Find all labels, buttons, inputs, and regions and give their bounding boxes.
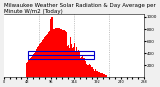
Bar [44, 37, 45, 77]
Bar [77, 51, 78, 77]
Bar [49, 31, 50, 77]
Bar [55, 28, 56, 77]
Bar [52, 17, 53, 77]
Bar [27, 62, 28, 77]
Bar [99, 72, 100, 77]
Bar [42, 40, 43, 77]
Bar [28, 51, 94, 59]
Bar [33, 54, 34, 77]
Bar [96, 71, 97, 77]
Bar [79, 51, 80, 77]
Bar [46, 35, 47, 77]
Bar [59, 28, 60, 77]
Bar [81, 57, 82, 77]
Bar [66, 32, 67, 77]
Bar [69, 48, 70, 77]
Bar [36, 48, 37, 77]
Bar [51, 17, 52, 77]
Bar [92, 67, 93, 77]
Bar [26, 63, 27, 77]
Bar [43, 39, 44, 77]
Bar [57, 28, 58, 77]
Bar [53, 29, 54, 77]
Bar [89, 64, 90, 77]
Bar [93, 69, 94, 77]
Bar [75, 54, 76, 77]
Bar [88, 65, 89, 77]
Bar [73, 47, 74, 77]
Bar [60, 29, 61, 77]
Bar [102, 73, 103, 77]
Bar [100, 73, 101, 77]
Bar [103, 74, 104, 77]
Bar [47, 34, 48, 77]
Bar [28, 60, 29, 77]
Bar [35, 51, 36, 77]
Bar [83, 58, 84, 77]
Bar [30, 58, 31, 77]
Bar [54, 29, 55, 77]
Bar [98, 72, 99, 77]
Bar [34, 53, 35, 77]
Bar [106, 75, 107, 77]
Bar [94, 71, 95, 77]
Bar [82, 56, 83, 77]
Bar [71, 44, 72, 77]
Bar [85, 61, 86, 77]
Bar [56, 28, 57, 77]
Bar [72, 43, 73, 77]
Bar [78, 50, 79, 77]
Bar [37, 47, 38, 77]
Bar [90, 65, 91, 77]
Bar [31, 57, 32, 77]
Bar [29, 59, 30, 77]
Bar [62, 30, 63, 77]
Bar [104, 74, 105, 77]
Bar [105, 75, 106, 77]
Bar [101, 73, 102, 77]
Bar [68, 45, 69, 77]
Bar [40, 43, 41, 77]
Bar [86, 64, 87, 77]
Bar [61, 29, 62, 77]
Bar [80, 58, 81, 77]
Bar [63, 30, 64, 77]
Bar [45, 36, 46, 77]
Bar [48, 32, 49, 77]
Bar [39, 44, 40, 77]
Bar [95, 69, 96, 77]
Bar [41, 42, 42, 77]
Bar [76, 47, 77, 77]
Bar [64, 30, 65, 77]
Bar [74, 43, 75, 77]
Bar [65, 31, 66, 77]
Bar [38, 46, 39, 77]
Bar [58, 28, 59, 77]
Bar [50, 19, 51, 77]
Bar [97, 71, 98, 77]
Bar [70, 37, 71, 77]
Bar [91, 67, 92, 77]
Bar [32, 55, 33, 77]
Bar [67, 46, 68, 77]
Text: Milwaukee Weather Solar Radiation & Day Average per Minute W/m2 (Today): Milwaukee Weather Solar Radiation & Day … [4, 3, 156, 14]
Bar [84, 58, 85, 77]
Bar [87, 65, 88, 77]
